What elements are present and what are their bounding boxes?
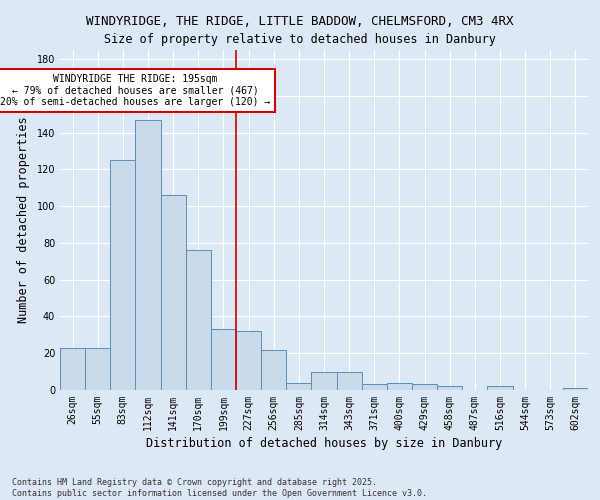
Bar	[60, 348, 85, 390]
Bar	[362, 384, 387, 390]
Bar	[387, 382, 412, 390]
Bar	[286, 382, 311, 390]
Text: WINDYRIDGE THE RIDGE: 195sqm
← 79% of detached houses are smaller (467)
20% of s: WINDYRIDGE THE RIDGE: 195sqm ← 79% of de…	[1, 74, 271, 107]
Text: WINDYRIDGE, THE RIDGE, LITTLE BADDOW, CHELMSFORD, CM3 4RX: WINDYRIDGE, THE RIDGE, LITTLE BADDOW, CH…	[86, 15, 514, 28]
Bar	[311, 372, 337, 390]
Bar	[563, 388, 588, 390]
Bar	[487, 386, 512, 390]
Bar	[236, 331, 261, 390]
Text: Size of property relative to detached houses in Danbury: Size of property relative to detached ho…	[104, 32, 496, 46]
Bar	[110, 160, 136, 390]
X-axis label: Distribution of detached houses by size in Danbury: Distribution of detached houses by size …	[146, 437, 502, 450]
Bar	[136, 120, 161, 390]
Y-axis label: Number of detached properties: Number of detached properties	[17, 116, 29, 324]
Bar	[85, 348, 110, 390]
Bar	[337, 372, 362, 390]
Bar	[186, 250, 211, 390]
Bar	[261, 350, 286, 390]
Text: Contains HM Land Registry data © Crown copyright and database right 2025.
Contai: Contains HM Land Registry data © Crown c…	[12, 478, 427, 498]
Bar	[437, 386, 462, 390]
Bar	[211, 330, 236, 390]
Bar	[161, 195, 186, 390]
Bar	[412, 384, 437, 390]
